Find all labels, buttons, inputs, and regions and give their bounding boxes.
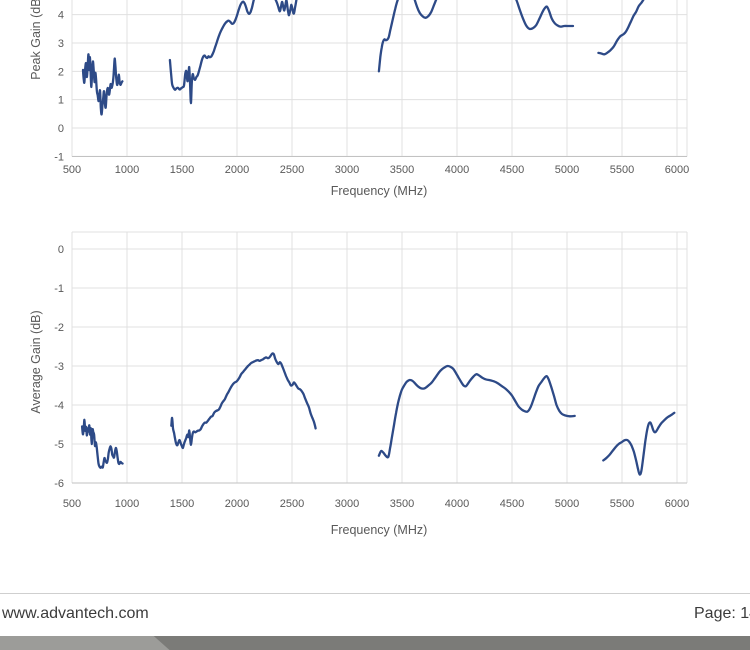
svg-text:1: 1 [58, 95, 64, 107]
svg-text:Frequency (MHz): Frequency (MHz) [331, 523, 428, 537]
gain-curve-band-1400-2700 [170, 352, 317, 450]
svg-text:3000: 3000 [335, 498, 359, 510]
gain-curve-band-3300-5000 [377, 364, 576, 459]
footer-website-link[interactable]: www.advantech.com [2, 605, 149, 622]
svg-text:3000: 3000 [335, 164, 359, 176]
svg-text:2000: 2000 [225, 498, 249, 510]
svg-text:-6: -6 [54, 478, 64, 490]
svg-text:6000: 6000 [665, 498, 689, 510]
svg-text:0: 0 [58, 123, 64, 135]
svg-text:500: 500 [63, 498, 81, 510]
svg-text:1500: 1500 [170, 498, 194, 510]
svg-text:3500: 3500 [390, 164, 414, 176]
gain-curve-band-5300-6000 [602, 411, 676, 476]
svg-text:-5: -5 [54, 439, 64, 451]
svg-text:4500: 4500 [500, 164, 524, 176]
svg-text:5500: 5500 [610, 498, 634, 510]
footer-accent-bar [0, 636, 750, 650]
svg-text:0: 0 [58, 244, 64, 256]
footer-divider [0, 593, 750, 594]
svg-text:1000: 1000 [115, 164, 139, 176]
svg-text:2500: 2500 [280, 498, 304, 510]
gain-curve-band-1400-2600 [168, 0, 298, 105]
svg-text:4000: 4000 [445, 164, 469, 176]
svg-text:Average Gain (dB): Average Gain (dB) [29, 310, 43, 413]
svg-text:2: 2 [58, 66, 64, 78]
gain-curve-band-600-960 [80, 418, 124, 469]
svg-text:3500: 3500 [390, 498, 414, 510]
svg-text:-4: -4 [54, 400, 64, 412]
svg-text:-3: -3 [54, 361, 64, 373]
svg-text:-1: -1 [54, 283, 64, 295]
svg-text:2500: 2500 [280, 164, 304, 176]
svg-text:-1: -1 [54, 151, 64, 163]
chart-peak-gain: 4 3 2 1 0 -1500 1000 1500 2000 2500 3000 3500 4000 45… [29, 0, 689, 198]
svg-text:1500: 1500 [170, 164, 194, 176]
svg-text:Peak Gain (dB): Peak Gain (dB) [29, 0, 43, 80]
footer-accent-bar-dark-segment [153, 636, 750, 650]
svg-text:5000: 5000 [555, 498, 579, 510]
svg-text:4500: 4500 [500, 498, 524, 510]
gain-curve-band-5300-5900 [597, 0, 645, 56]
svg-text:4000: 4000 [445, 498, 469, 510]
svg-text:2000: 2000 [225, 164, 249, 176]
svg-text:6000: 6000 [665, 164, 689, 176]
svg-text:5000: 5000 [555, 164, 579, 176]
footer-page-number: Page: 14 [694, 605, 750, 622]
svg-text:Frequency (MHz): Frequency (MHz) [331, 184, 428, 198]
svg-text:4: 4 [58, 10, 64, 22]
svg-text:3: 3 [58, 38, 64, 50]
gain-curve-band-3300-5000 [377, 0, 575, 73]
gain-curve-band-600-960 [81, 53, 124, 116]
svg-text:500: 500 [63, 164, 81, 176]
svg-text:-2: -2 [54, 322, 64, 334]
svg-text:5500: 5500 [610, 164, 634, 176]
svg-text:1000: 1000 [115, 498, 139, 510]
chart-average-gain: 0 -1 -2 -3 -4 -5 -6 500 1000 1500 2000 2500 3000 3500… [29, 231, 689, 537]
